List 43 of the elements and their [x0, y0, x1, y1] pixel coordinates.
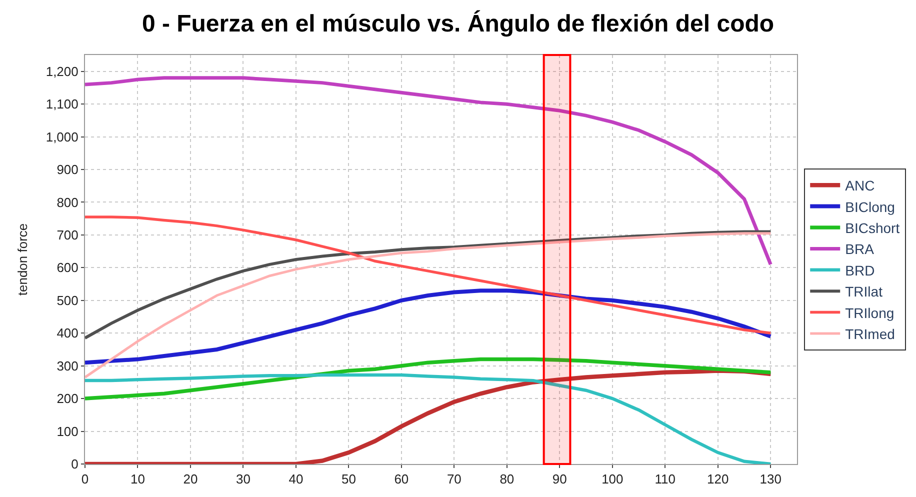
line-series — [85, 288, 773, 365]
legend-label: BICshort — [845, 220, 900, 236]
legend-label: TRIlat — [845, 284, 883, 300]
y-tick-label: 700 — [56, 228, 78, 243]
x-tick-label: 30 — [236, 472, 250, 487]
x-tick-label: 0 — [81, 472, 89, 487]
x-tick-label: 40 — [288, 472, 304, 487]
y-axis-title: tendon force — [14, 223, 30, 296]
line-series — [85, 216, 772, 334]
line-series — [85, 230, 772, 340]
x-tick-label: 20 — [183, 472, 198, 487]
x-tick-label: 70 — [446, 472, 462, 487]
x-tick-label: 120 — [707, 472, 729, 487]
x-tick-label: 80 — [500, 472, 514, 487]
x-tick-label: 90 — [552, 472, 567, 487]
legend-label: BIClong — [845, 198, 895, 215]
y-tick-label: 800 — [56, 194, 78, 210]
x-tick-label: 130 — [760, 472, 782, 487]
y-tick-label: 1,200 — [46, 64, 78, 79]
chart-title: 0 - Fuerza en el músculo vs. Ángulo de flexión del codo — [142, 10, 774, 38]
y-tick-label: 300 — [56, 358, 78, 374]
x-tick-label: 100 — [602, 472, 624, 487]
y-tick-label: 500 — [56, 292, 78, 308]
y-tick-label: 200 — [56, 391, 78, 406]
legend-label: ANC — [845, 178, 875, 194]
y-tick-label: 1,000 — [46, 129, 78, 144]
legend-label: TRImed — [845, 326, 895, 342]
y-tick-label: 600 — [56, 260, 78, 276]
x-tick-label: 110 — [654, 472, 676, 487]
legend-label: BRD — [845, 262, 875, 278]
y-tick-label: 1,100 — [46, 96, 78, 112]
line-series — [85, 357, 773, 400]
line-series — [85, 76, 772, 266]
y-tick-label: 100 — [56, 424, 78, 439]
y-tick-label: 0 — [71, 456, 78, 472]
x-tick-label: 60 — [394, 472, 409, 487]
legend-label: TRIlong — [845, 304, 894, 321]
y-tick-label: 900 — [56, 162, 78, 178]
x-tick-label: 10 — [130, 472, 145, 487]
legend-label: BRA — [845, 241, 875, 258]
x-tick-label: 50 — [341, 472, 356, 487]
line-series — [85, 232, 772, 379]
y-tick-label: 400 — [56, 326, 78, 341]
